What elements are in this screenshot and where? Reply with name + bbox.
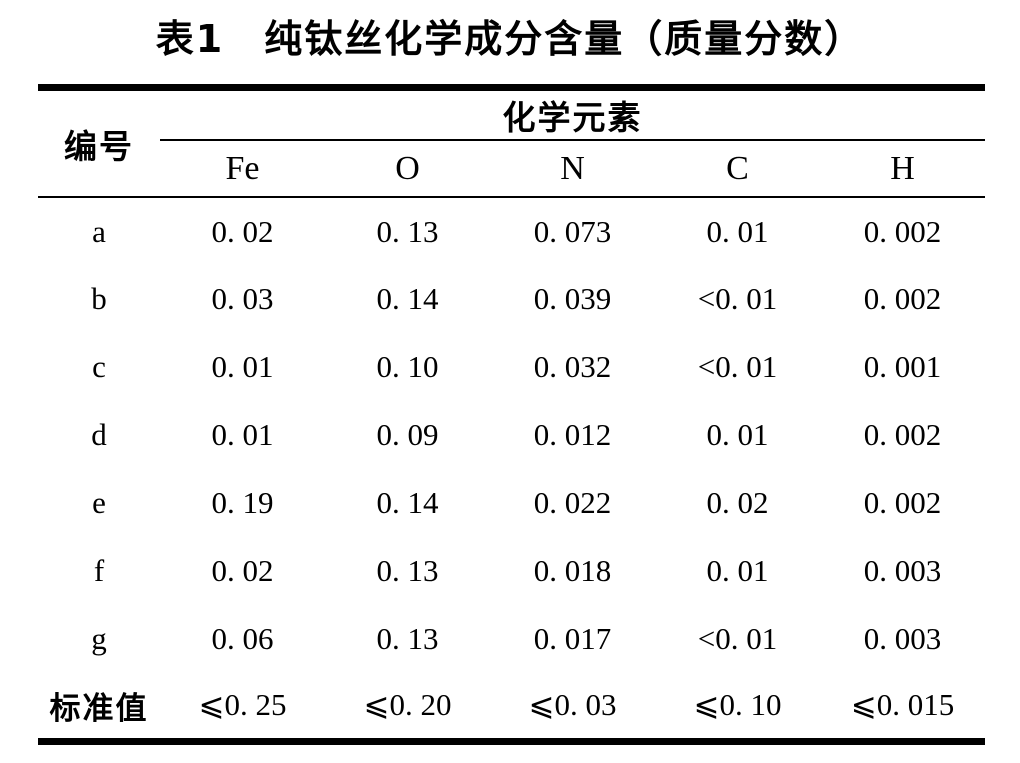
table-row: b 0. 03 0. 14 0. 039 <0. 01 0. 002 <box>38 265 985 333</box>
value-cell: 0. 13 <box>376 213 439 249</box>
value-cell: <0. 01 <box>697 349 778 384</box>
value-cell: 0. 039 <box>533 281 612 316</box>
value-cell: <0. 01 <box>697 621 778 656</box>
header-row-group: 编号 化学元素 <box>38 87 985 198</box>
group-header: 化学元素 <box>160 87 985 141</box>
table-row: g 0. 06 0. 13 0. 017 <0. 01 0. 003 <box>38 605 985 673</box>
value-cell: 0. 14 <box>376 485 439 520</box>
column-header-h: H <box>820 140 985 198</box>
row-label: a <box>92 213 106 249</box>
value-cell: ⩽0. 20 <box>363 687 452 723</box>
value-cell: 0. 002 <box>863 485 942 520</box>
value-cell: 0. 073 <box>533 213 612 249</box>
row-label: e <box>92 485 106 520</box>
value-cell: 0. 002 <box>863 281 942 316</box>
row-label: f <box>93 553 105 588</box>
value-cell: ⩽0. 25 <box>198 687 287 723</box>
value-cell: 0. 002 <box>863 417 942 452</box>
value-cell: 0. 02 <box>706 485 769 520</box>
table-row: e 0. 19 0. 14 0. 022 0. 02 0. 002 <box>38 469 985 537</box>
value-cell: 0. 13 <box>376 621 439 656</box>
value-cell: 0. 02 <box>211 553 274 588</box>
value-cell: 0. 03 <box>211 281 274 316</box>
value-cell: 0. 01 <box>706 553 769 588</box>
value-cell: 0. 10 <box>376 349 439 384</box>
table-row: f 0. 02 0. 13 0. 018 0. 01 0. 003 <box>38 537 985 605</box>
column-header-fe: Fe <box>160 140 325 198</box>
row-label: c <box>92 349 106 384</box>
composition-table-container: 编号 化学元素 Fe O N C H a 0. 02 0. 13 0. 073 <box>38 84 985 745</box>
value-cell: 0. 012 <box>533 417 612 452</box>
table-row-standard-values: 标准值 ⩽0. 25 ⩽0. 20 ⩽0. 03 ⩽0. 10 ⩽0. 015 <box>38 673 985 741</box>
value-cell: 0. 022 <box>533 485 612 520</box>
value-cell: 0. 13 <box>376 553 439 588</box>
header-row-elements: Fe O N C H <box>38 140 985 198</box>
value-cell: 0. 001 <box>863 349 942 384</box>
column-header-c: C <box>655 140 820 198</box>
table-row: c 0. 01 0. 10 0. 032 <0. 01 0. 001 <box>38 333 985 401</box>
table-caption: 表1 纯钛丝化学成分含量（质量分数） <box>155 17 865 61</box>
value-cell: ⩽0. 03 <box>528 687 617 723</box>
row-header-label: 编号 <box>38 87 160 198</box>
value-cell: 0. 19 <box>211 485 274 520</box>
value-cell: 0. 01 <box>706 417 769 452</box>
value-cell: 0. 017 <box>533 621 612 656</box>
row-label-standard: 标准值 <box>49 690 149 726</box>
value-cell: 0. 14 <box>376 281 439 316</box>
column-header-o: O <box>325 140 490 198</box>
table-row: d 0. 01 0. 09 0. 012 0. 01 0. 002 <box>38 401 985 469</box>
value-cell: 0. 02 <box>211 213 274 249</box>
column-header-n: N <box>490 140 655 198</box>
value-cell: 0. 01 <box>706 213 769 249</box>
value-cell: 0. 003 <box>863 553 942 588</box>
value-cell: 0. 018 <box>533 553 612 588</box>
row-label: b <box>91 281 107 316</box>
value-cell: 0. 032 <box>533 349 612 384</box>
composition-table: 编号 化学元素 Fe O N C H a 0. 02 0. 13 0. 073 <box>38 84 985 745</box>
table-row: a 0. 02 0. 13 0. 073 0. 01 0. 002 <box>38 197 985 265</box>
row-label: g <box>91 621 107 656</box>
value-cell: ⩽0. 015 <box>850 687 955 723</box>
value-cell: <0. 01 <box>697 281 778 316</box>
value-cell: 0. 09 <box>376 417 439 452</box>
row-label: d <box>91 417 107 452</box>
value-cell: 0. 01 <box>211 349 274 384</box>
value-cell: 0. 06 <box>211 621 274 656</box>
value-cell: ⩽0. 10 <box>693 687 782 723</box>
value-cell: 0. 01 <box>211 417 274 452</box>
value-cell: 0. 003 <box>863 621 942 656</box>
value-cell: 0. 002 <box>863 213 942 249</box>
